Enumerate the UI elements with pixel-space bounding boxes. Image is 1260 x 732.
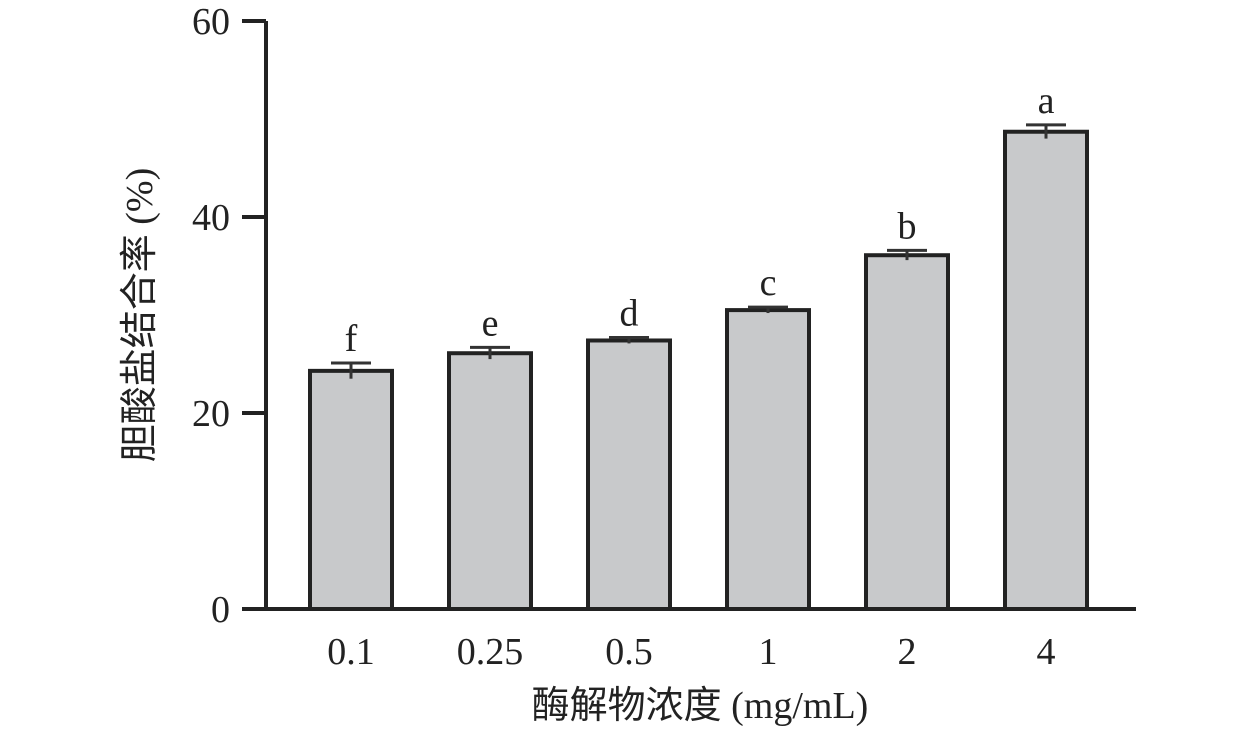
x-axis-title: 酶解物浓度 (mg/mL): [532, 685, 869, 727]
bars: [308, 123, 1089, 612]
x-tick-label: 4: [1037, 631, 1056, 673]
x-tick-label: 0.1: [327, 631, 375, 673]
significance-label: a: [1038, 80, 1055, 122]
significance-label: e: [482, 302, 499, 344]
significance-label: c: [760, 262, 777, 304]
bar: [586, 338, 672, 611]
bar: [447, 351, 533, 611]
bar: [1003, 129, 1089, 612]
bar: [725, 308, 811, 611]
axes: 0 20 40 60: [192, 1, 1136, 631]
x-tick-label: 0.5: [605, 631, 653, 673]
y-tick-label: 60: [192, 1, 230, 43]
significance-label: d: [620, 293, 639, 335]
labels: 0.1 f 0.25 e 0.5 d 1 c 2 b 4 a: [327, 80, 1055, 673]
x-tick-label: 0.25: [457, 631, 524, 673]
significance-label: b: [898, 205, 917, 247]
significance-label: f: [345, 318, 358, 360]
y-axis-title: 胆酸盐结合率 (%): [119, 168, 161, 462]
bar: [864, 253, 950, 611]
y-tick-label: 40: [192, 197, 230, 239]
y-tick-label: 20: [192, 393, 230, 435]
x-tick-label: 1: [759, 631, 778, 673]
bar: [308, 368, 394, 611]
x-tick-label: 2: [898, 631, 917, 673]
y-tick-label: 0: [211, 589, 230, 631]
